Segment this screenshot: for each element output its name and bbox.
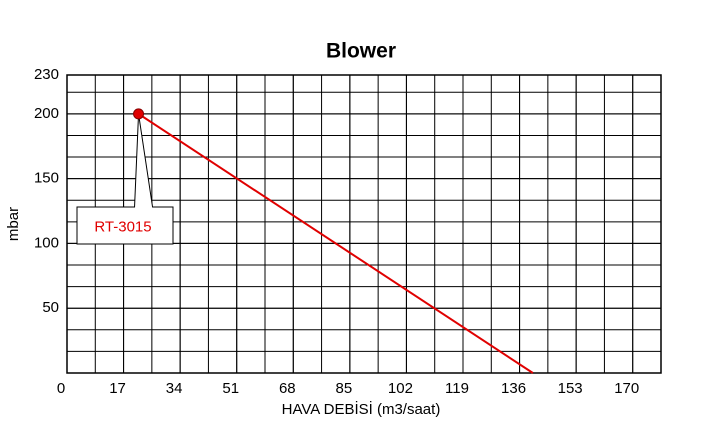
y-axis-label: mbar bbox=[5, 207, 22, 241]
x-tick-label: 34 bbox=[166, 380, 183, 397]
series-line bbox=[137, 113, 534, 374]
callout bbox=[76, 113, 174, 245]
chart-title: Blower bbox=[326, 40, 396, 63]
data-point bbox=[133, 108, 145, 120]
y-tick-label: 50 bbox=[42, 299, 59, 316]
x-tick-label: 0 bbox=[57, 380, 65, 397]
x-tick-label: 68 bbox=[279, 380, 296, 397]
y-tick-label: 230 bbox=[34, 66, 59, 83]
x-tick-label: 85 bbox=[336, 380, 353, 397]
x-tick-label: 102 bbox=[388, 380, 413, 397]
x-tick-label: 51 bbox=[222, 380, 239, 397]
x-tick-label: 17 bbox=[109, 380, 126, 397]
y-tick-label: 200 bbox=[34, 105, 59, 122]
x-tick-label: 136 bbox=[501, 380, 526, 397]
y-tick-label: 100 bbox=[34, 234, 59, 251]
x-tick-label: 153 bbox=[558, 380, 583, 397]
legend-label: RT-3015 bbox=[94, 218, 151, 235]
x-tick-label: 170 bbox=[614, 380, 639, 397]
x-tick-label: 119 bbox=[445, 380, 469, 397]
x-axis-label: HAVA DEBİSİ (m3/saat) bbox=[282, 400, 441, 418]
y-tick-label: 150 bbox=[34, 170, 59, 187]
